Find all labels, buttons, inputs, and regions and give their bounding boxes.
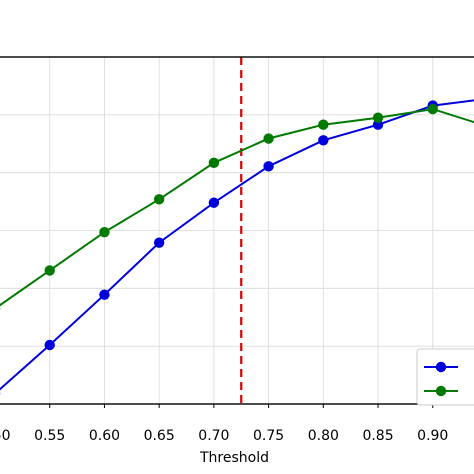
series-1-point-5 [263,133,274,144]
series-1-point-6 [318,119,329,130]
series-0-line [0,99,474,391]
series-0-point-1 [44,339,55,351]
x-tick-labels: 0.50 0.55 0.60 0.65 0.70 0.75 0.80 0.85 0.90 [0,404,448,444]
series-0-point-4 [208,197,220,208]
legend-marker-0 [435,361,447,373]
legend [416,348,474,406]
series-1-point-3 [153,194,165,205]
legend-box [416,348,474,406]
series-0-point-5 [263,161,274,172]
series-0-point-6 [318,135,329,146]
legend-marker-1 [435,385,447,397]
series-1-point-4 [208,157,220,169]
series-1-point-7 [372,112,384,123]
x-tick-label-0: 0.50 [0,428,11,444]
grid-lines [0,57,474,404]
x-tick-label-3: 0.65 [144,428,175,444]
series-1-point-8 [427,103,438,115]
x-tick-label-2: 0.60 [89,428,120,444]
plot-frame [0,56,474,405]
series-0-point-2 [99,289,110,300]
x-tick-label-7: 0.85 [362,428,393,444]
x-tick-label-4: 0.70 [198,428,229,444]
x-axis-label: Threshold [199,450,269,466]
series-1-line [0,108,474,307]
series-1-point-2 [99,227,110,238]
series-0-point-3 [153,237,165,248]
x-tick-label-5: 0.75 [253,428,284,444]
series-1-point-1 [44,265,55,276]
x-tick-label-8: 0.90 [417,428,448,444]
series-layer [0,99,474,396]
x-tick-label-6: 0.80 [308,428,339,444]
x-tick-label-1: 0.55 [34,428,65,444]
